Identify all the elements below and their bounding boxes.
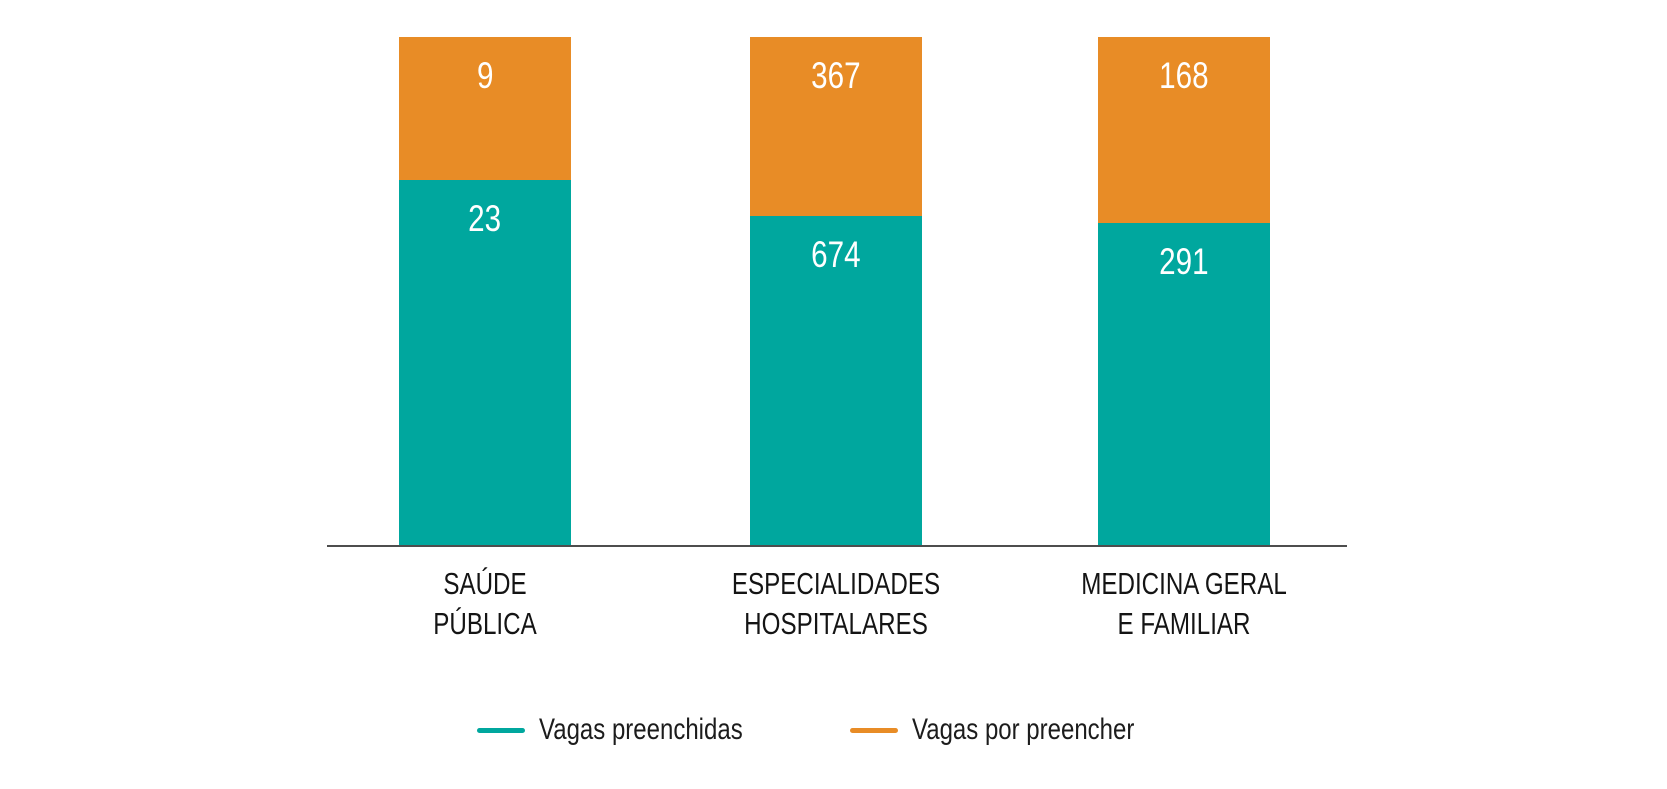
category-label-2: ESPECIALIDADES HOSPITALARES xyxy=(666,564,1006,644)
value-label: 9 xyxy=(476,55,494,96)
x-axis-line xyxy=(327,545,1347,547)
segment-por-preencher: 9 xyxy=(399,37,571,180)
legend-item-por-preencher: Vagas por preencher xyxy=(849,712,1190,748)
value-label: 367 xyxy=(811,55,861,96)
legend-label: Vagas por preencher xyxy=(911,713,1135,746)
category-label-line: E FAMILIAR xyxy=(1117,606,1251,641)
segment-preenchidas: 674 xyxy=(750,216,922,546)
category-label-line: HOSPITALARES xyxy=(744,606,928,641)
legend-swatch-icon xyxy=(849,727,898,733)
legend: Vagas preenchidas Vagas por preencher xyxy=(0,712,1667,748)
value-label: 168 xyxy=(1159,55,1209,96)
bar-3: 168 291 xyxy=(1098,37,1270,546)
bar-2: 367 674 xyxy=(750,37,922,546)
category-label-line: PÚBLICA xyxy=(433,606,537,641)
segment-por-preencher: 168 xyxy=(1098,37,1270,223)
segment-por-preencher: 367 xyxy=(750,37,922,216)
value-label: 674 xyxy=(811,234,861,275)
legend-swatch-icon xyxy=(477,727,526,733)
category-label-text: SAÚDE PÚBLICA xyxy=(352,564,617,644)
category-label-3: MEDICINA GERAL E FAMILIAR xyxy=(1014,564,1354,644)
segment-preenchidas: 23 xyxy=(399,180,571,546)
legend-label: Vagas preenchidas xyxy=(539,713,743,746)
category-label-1: SAÚDE PÚBLICA xyxy=(315,564,655,644)
value-label: 23 xyxy=(468,198,502,239)
category-label-text: MEDICINA GERAL E FAMILIAR xyxy=(1051,564,1316,644)
bar-1: 9 23 xyxy=(399,37,571,546)
value-label: 291 xyxy=(1159,241,1209,282)
category-label-text: ESPECIALIDADES HOSPITALARES xyxy=(703,564,968,644)
segment-preenchidas: 291 xyxy=(1098,223,1270,546)
legend-item-preenchidas: Vagas preenchidas xyxy=(477,712,794,748)
category-label-line: ESPECIALIDADES xyxy=(731,566,941,601)
category-label-line: SAÚDE xyxy=(443,566,527,601)
category-label-line: MEDICINA GERAL xyxy=(1081,566,1287,601)
